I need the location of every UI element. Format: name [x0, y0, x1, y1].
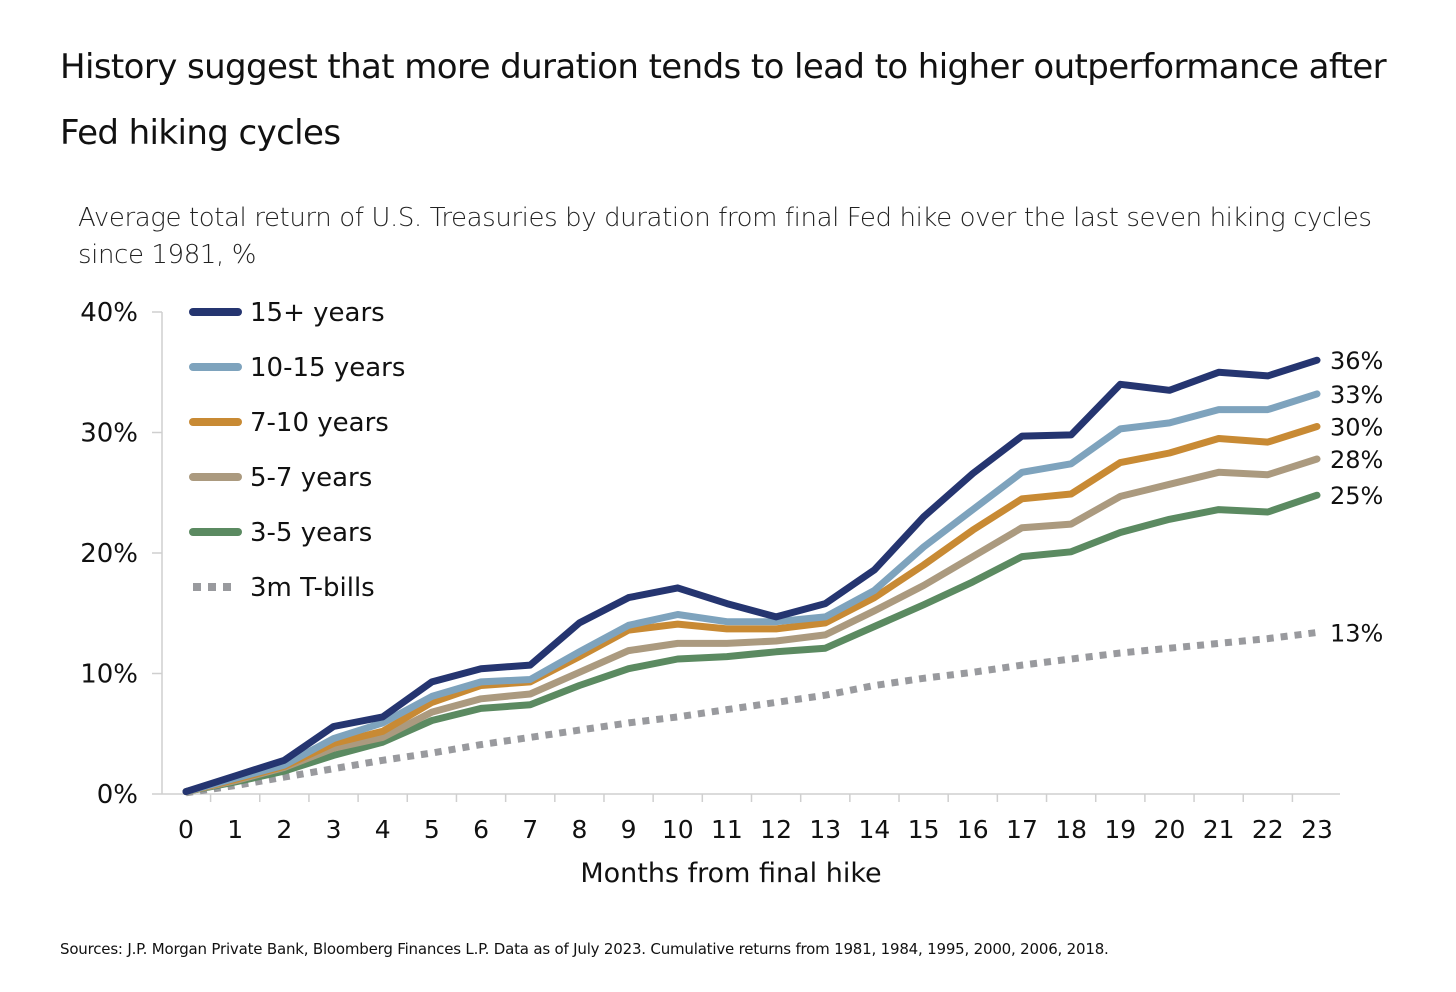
- x-tick-label: 0: [178, 815, 194, 844]
- x-tick-label: 19: [1104, 815, 1136, 844]
- series-line-7-10-years: [182, 423, 1321, 796]
- end-labels: 36% 33% 30% 28% 25% 13%: [1330, 347, 1383, 647]
- x-tick-label: 1: [227, 815, 243, 844]
- x-tick-label: 22: [1252, 815, 1284, 844]
- x-tick-label: 11: [711, 815, 743, 844]
- x-tick-label: 6: [473, 815, 489, 844]
- x-tick-label: 3: [326, 815, 342, 844]
- chart-subtitle: Average total return of U.S. Treasuries …: [78, 203, 1372, 270]
- x-tick-label: 23: [1301, 815, 1333, 844]
- x-tick-label: 13: [809, 815, 841, 844]
- x-tick-label: 5: [424, 815, 440, 844]
- x-tick-label: 7: [522, 815, 538, 844]
- end-value-label: 28%: [1330, 446, 1383, 474]
- legend-label: 3-5 years: [250, 518, 372, 548]
- series-line-10-15-years: [182, 390, 1321, 796]
- series-line-3m-t-bills: [185, 629, 1318, 797]
- y-tick-label: 40%: [80, 298, 138, 328]
- x-tick-label: 14: [859, 815, 891, 844]
- y-tick-label: 0%: [97, 780, 138, 810]
- series-lines: [182, 356, 1321, 797]
- x-tick-label: 9: [621, 815, 637, 844]
- legend-label: 3m T-bills: [250, 573, 375, 603]
- chart-title: History suggest that more duration tends…: [60, 47, 1387, 153]
- y-tick-label: 30%: [80, 419, 138, 449]
- source-note: Sources: J.P. Morgan Private Bank, Bloom…: [60, 940, 1109, 958]
- series-line-15-years: [182, 356, 1321, 796]
- x-tick-label: 12: [760, 815, 792, 844]
- x-tick-label: 8: [571, 815, 587, 844]
- end-value-label: 36%: [1330, 347, 1383, 375]
- x-tick-label: 4: [375, 815, 391, 844]
- legend-label: 5-7 years: [250, 463, 372, 493]
- x-tick-label: 18: [1055, 815, 1087, 844]
- end-value-label: 25%: [1330, 482, 1383, 510]
- legend-label: 10-15 years: [250, 353, 405, 383]
- y-tick-label: 20%: [80, 539, 138, 569]
- x-tick-label: 16: [957, 815, 989, 844]
- y-tick-label: 10%: [80, 660, 138, 690]
- legend: 15+ years 10-15 years 7-10 years 5-7 years 3…: [189, 298, 405, 603]
- series-line-3-5-years: [182, 491, 1321, 796]
- legend-label: 15+ years: [250, 298, 385, 328]
- chart-axes: 0%10%20%30%40%0 1 2 3 4 5 6 7 8 9 10 11 12 13 14 15 16 17…: [80, 298, 1340, 844]
- end-value-label: 13%: [1330, 620, 1383, 648]
- x-tick-label: 17: [1006, 815, 1038, 844]
- x-tick-label: 10: [662, 815, 694, 844]
- x-axis-label: Months from final hike: [580, 858, 881, 889]
- x-tick-label: 20: [1154, 815, 1186, 844]
- end-value-label: 33%: [1330, 381, 1383, 409]
- end-value-label: 30%: [1330, 413, 1383, 441]
- x-tick-label: 15: [908, 815, 940, 844]
- series-line-5-7-years: [182, 455, 1321, 796]
- legend-label: 7-10 years: [250, 408, 389, 438]
- x-tick-label: 21: [1203, 815, 1235, 844]
- x-tick-label: 2: [276, 815, 292, 844]
